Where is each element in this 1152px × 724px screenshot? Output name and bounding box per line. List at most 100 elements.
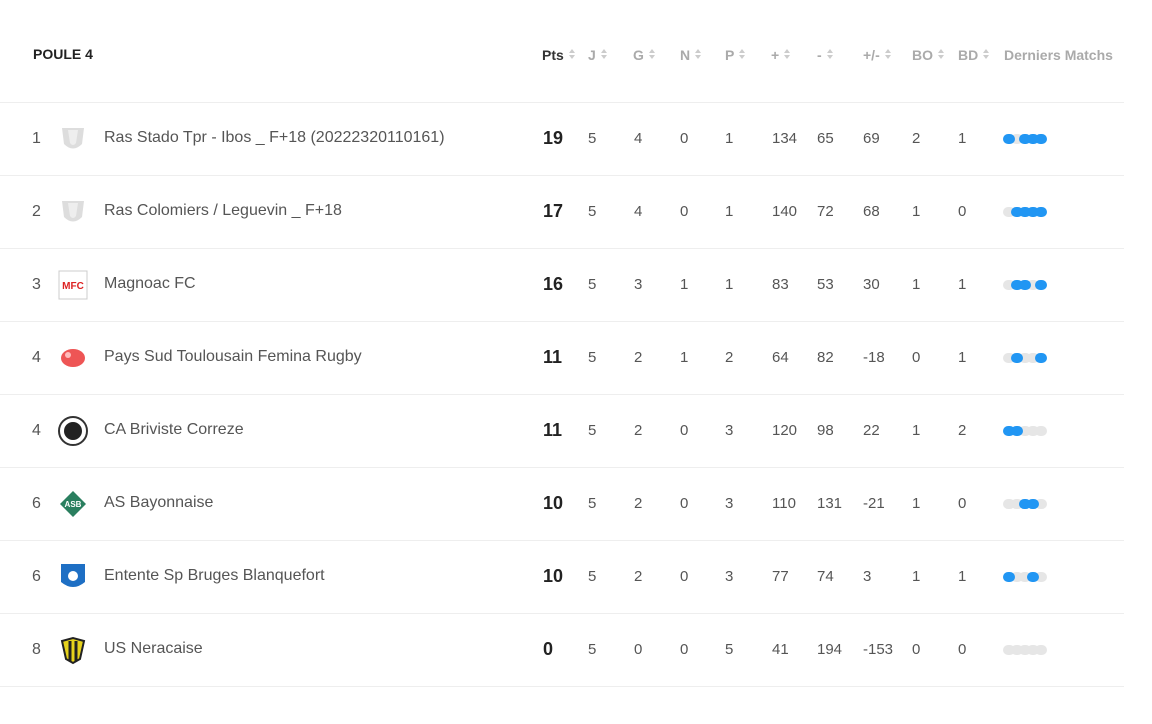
team-name[interactable]: Ras Colomiers / Leguevin _ F+18 [104, 202, 342, 219]
form-win [1035, 280, 1047, 290]
column-header[interactable]: +/- [863, 47, 891, 63]
column-header[interactable]: Pts [542, 47, 575, 63]
form-win [1011, 353, 1023, 363]
stat-cell: 5 [588, 641, 597, 658]
team-logo [58, 635, 88, 665]
team-name[interactable]: CA Briviste Correze [104, 421, 244, 438]
team-name[interactable]: US Neracaise [104, 640, 203, 657]
column-header[interactable]: J [588, 47, 607, 63]
stat-cell: 0 [958, 495, 967, 512]
column-header[interactable]: G [633, 47, 655, 63]
team-name[interactable]: Magnoac FC [104, 275, 196, 292]
stat-cell: 68 [863, 203, 880, 220]
sort-icon[interactable] [938, 49, 944, 59]
stat-cell: 0 [912, 641, 921, 658]
stat-cell: 4 [634, 203, 643, 220]
stat-cell: 1 [912, 203, 921, 220]
stat-cell: 1 [912, 495, 921, 512]
stat-cell: 1 [912, 568, 921, 585]
team-logo [58, 562, 88, 592]
stat-cell: 0 [912, 349, 921, 366]
stat-cell: -18 [863, 349, 885, 366]
column-header[interactable]: N [680, 47, 702, 63]
stat-cell: 2 [912, 130, 921, 147]
stat-cell: 4 [634, 130, 643, 147]
points: 17 [543, 201, 564, 221]
stat-cell: 65 [817, 130, 834, 147]
form-win [1011, 280, 1023, 290]
team-name[interactable]: Entente Sp Bruges Blanquefort [104, 567, 325, 584]
stat-cell: 1 [680, 349, 689, 366]
column-header[interactable]: P [725, 47, 746, 63]
form-win [1019, 207, 1031, 217]
logo-graphic [60, 636, 86, 665]
column-header[interactable]: + [771, 47, 791, 63]
svg-text:ASB: ASB [65, 500, 82, 509]
stat-cell: 5 [588, 276, 597, 293]
sort-icon[interactable] [983, 49, 990, 59]
pool-title: POULE 4 [33, 46, 93, 62]
points: 11 [543, 420, 563, 440]
stat-cell: 2 [634, 349, 643, 366]
points: 16 [543, 274, 564, 294]
form-win [1035, 134, 1047, 144]
logo-graphic [58, 416, 88, 446]
row-separator [0, 613, 1124, 614]
stat-cell: 1 [958, 349, 967, 366]
sort-icon[interactable] [826, 49, 833, 59]
stat-cell: 30 [863, 276, 880, 293]
sort-icon[interactable] [884, 49, 891, 59]
column-header[interactable]: - [817, 47, 833, 63]
stat-cell: 1 [725, 203, 734, 220]
stat-cell: 83 [772, 276, 789, 293]
form-loss [1003, 207, 1015, 217]
column-header: Derniers Matchs [1004, 47, 1113, 63]
stat-cell: 77 [772, 568, 789, 585]
points: 11 [543, 347, 563, 367]
form-win [1019, 280, 1031, 290]
column-header[interactable]: BO [912, 47, 944, 63]
sort-icon[interactable] [784, 49, 791, 59]
row-separator [0, 540, 1124, 541]
points: 19 [543, 128, 564, 148]
stat-cell: 2 [634, 495, 643, 512]
form-loss [1011, 645, 1023, 655]
form-win [1035, 353, 1047, 363]
sort-icon[interactable] [568, 49, 575, 59]
points: 10 [543, 566, 564, 586]
sort-icon[interactable] [695, 49, 702, 59]
sort-icon[interactable] [648, 49, 655, 59]
form-win [1027, 499, 1039, 509]
form-loss [1027, 426, 1039, 436]
stat-cell: 5 [588, 422, 597, 439]
row-separator [0, 686, 1124, 687]
stat-cell: 3 [863, 568, 872, 585]
team-name[interactable]: AS Bayonnaise [104, 494, 214, 511]
stat-cell: 1 [912, 422, 921, 439]
logo-graphic [62, 128, 84, 149]
logo-graphic [61, 349, 85, 367]
stat-cell: 0 [680, 130, 689, 147]
logo-graphic: MFC [58, 270, 88, 300]
rank: 4 [32, 349, 41, 366]
rank: 1 [32, 130, 41, 147]
sort-icon[interactable] [739, 49, 746, 59]
stat-cell: -153 [863, 641, 894, 658]
form-loss [1003, 499, 1015, 509]
stat-cell: 110 [772, 495, 796, 512]
stat-cell: 53 [817, 276, 834, 293]
stat-cell: 0 [680, 641, 689, 658]
stat-cell: 1 [680, 276, 689, 293]
team-name[interactable]: Ras Stado Tpr - Ibos _ F+18 (20222320110… [104, 129, 445, 146]
form-win [1003, 426, 1015, 436]
form-loss [1035, 572, 1047, 582]
team-logo: MFC [58, 270, 88, 300]
rank: 6 [32, 568, 41, 585]
team-name[interactable]: Pays Sud Toulousain Femina Rugby [104, 348, 362, 365]
column-header[interactable]: BD [958, 47, 990, 63]
stat-cell: 0 [958, 641, 967, 658]
form-win [1011, 207, 1023, 217]
stat-cell: 41 [772, 641, 789, 658]
sort-icon[interactable] [600, 49, 607, 59]
